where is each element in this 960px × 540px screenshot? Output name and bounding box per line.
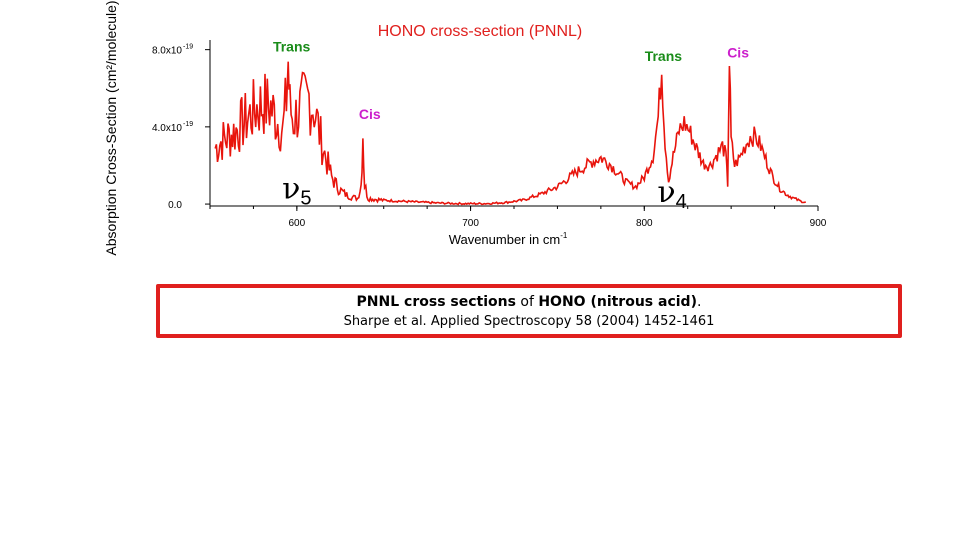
peak-annotation: Cis (359, 106, 381, 122)
axes (205, 40, 819, 211)
peak-annotation: Trans (273, 39, 311, 55)
y-tick-label: 0.0 (168, 200, 182, 211)
chart-title: HONO cross-section (PNNL) (378, 23, 582, 40)
y-tick-label: 8.0x10 (152, 46, 182, 57)
y-tick-label: 4.0x10 (152, 123, 182, 134)
band-label-subscript: 4 (676, 191, 687, 213)
peak-annotation: Cis (727, 44, 749, 60)
caption-line-1: PNNL cross sections of HONO (nitrous aci… (160, 294, 898, 310)
series-line (214, 61, 806, 206)
band-label-subscript: 5 (300, 187, 311, 209)
caption-source: PNNL cross sections (356, 294, 516, 310)
y-tick-exponent: -19 (183, 121, 193, 128)
band-label: ν5 (282, 171, 311, 209)
caption-of: of (515, 294, 539, 310)
peak-annotation: Trans (645, 48, 683, 64)
caption-molecule: HONO (nitrous acid) (538, 294, 697, 310)
x-tick-label: 800 (636, 218, 653, 229)
y-tick-exponent: -19 (183, 44, 193, 51)
caption-box: PNNL cross sections of HONO (nitrous aci… (156, 284, 902, 338)
x-tick-label: 900 (810, 218, 827, 229)
annotations: Trans Cis Trans Cis (273, 39, 749, 123)
band-labels: ν5 ν4 (282, 171, 687, 213)
spectrum-chart: HONO cross-section (PNNL) Absorption Cro… (103, 0, 827, 255)
x-axis-label-main: Wavenumber in cm (449, 232, 561, 247)
band-label: ν4 (657, 175, 686, 213)
x-tick-label: 600 (289, 218, 306, 229)
x-tick-label: 700 (462, 218, 479, 229)
y-axis-label: Absorption Cross-Section (cm²/molecule) (103, 0, 119, 255)
x-axis-label-sup: -1 (560, 231, 568, 240)
caption-reference: Sharpe et al. Applied Spectroscopy 58 (2… (343, 314, 715, 329)
x-axis-label: Wavenumber in cm-1 (449, 231, 568, 247)
caption-period: . (696, 294, 702, 310)
